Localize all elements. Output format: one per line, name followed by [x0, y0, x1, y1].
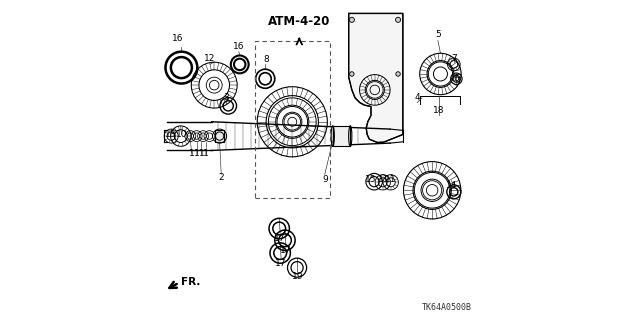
Text: 19: 19: [292, 272, 303, 281]
Text: 11: 11: [385, 175, 397, 184]
Text: 1: 1: [194, 149, 200, 158]
Text: 16: 16: [233, 42, 244, 52]
Text: 14: 14: [445, 181, 457, 190]
Text: FR.: FR.: [181, 277, 201, 287]
Bar: [333, 126, 350, 147]
Circle shape: [396, 72, 400, 76]
Text: 1: 1: [204, 149, 209, 158]
Circle shape: [349, 72, 354, 76]
Text: 18: 18: [433, 106, 444, 115]
Text: 15: 15: [365, 175, 377, 184]
Text: 4: 4: [414, 93, 420, 102]
Circle shape: [349, 17, 355, 22]
Text: 9: 9: [322, 175, 328, 184]
Text: 8: 8: [263, 55, 269, 64]
Text: 13: 13: [165, 130, 177, 139]
Text: 11: 11: [378, 175, 390, 184]
Text: 6: 6: [454, 74, 460, 83]
Circle shape: [396, 17, 401, 22]
Text: 2: 2: [218, 173, 224, 182]
Text: 5: 5: [435, 30, 441, 39]
Polygon shape: [349, 13, 403, 142]
Text: 3: 3: [223, 93, 229, 102]
Text: 17: 17: [275, 259, 287, 268]
Text: TK64A0500B: TK64A0500B: [421, 303, 471, 312]
Bar: [215, 130, 225, 142]
Text: 16: 16: [172, 35, 183, 44]
Text: 1: 1: [189, 149, 195, 158]
Text: ATM-4-20: ATM-4-20: [268, 15, 330, 28]
Bar: [255, 41, 330, 198]
Text: 12: 12: [204, 53, 216, 62]
Text: 10: 10: [175, 130, 187, 139]
Text: 17: 17: [275, 234, 286, 243]
Text: 1: 1: [198, 149, 204, 158]
Text: 17: 17: [280, 246, 292, 255]
Text: 7: 7: [451, 53, 457, 62]
